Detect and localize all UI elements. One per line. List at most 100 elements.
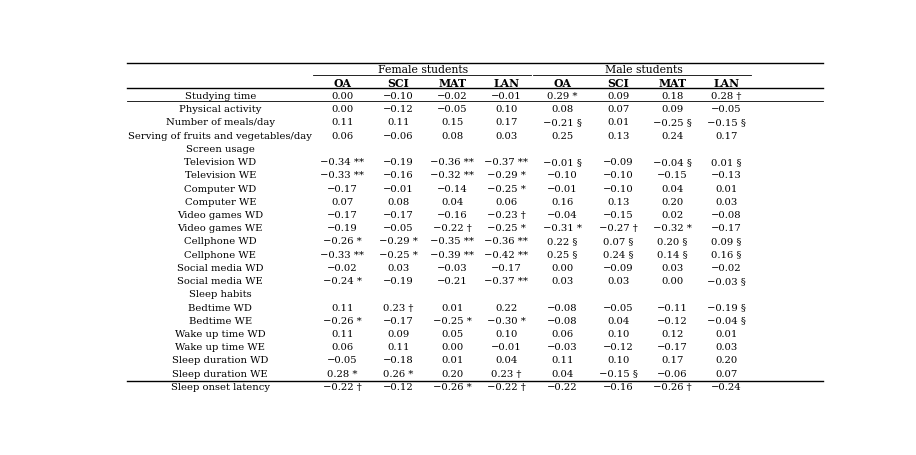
Text: Video games WE: Video games WE <box>178 224 263 233</box>
Text: 0.16: 0.16 <box>551 197 573 206</box>
Text: Cellphone WE: Cellphone WE <box>184 250 256 259</box>
Text: 0.03: 0.03 <box>715 343 737 351</box>
Text: 0.24 §: 0.24 § <box>604 250 634 259</box>
Text: −0.06: −0.06 <box>658 369 688 378</box>
Text: 0.10: 0.10 <box>496 329 518 338</box>
Text: 0.04: 0.04 <box>442 197 463 206</box>
Text: −0.12: −0.12 <box>603 343 634 351</box>
Text: Studying time: Studying time <box>185 92 256 101</box>
Text: −0.37 **: −0.37 ** <box>485 158 529 167</box>
Text: 0.01: 0.01 <box>715 184 737 193</box>
Text: −0.34 **: −0.34 ** <box>321 158 365 167</box>
Text: 0.25 §: 0.25 § <box>547 250 578 259</box>
Text: Bedtime WD: Bedtime WD <box>189 303 252 312</box>
Text: −0.36 **: −0.36 ** <box>431 158 474 167</box>
Text: −0.05: −0.05 <box>711 105 742 114</box>
Text: MAT: MAT <box>439 78 466 89</box>
Text: 0.22 §: 0.22 § <box>547 237 578 246</box>
Text: 0.00: 0.00 <box>442 343 463 351</box>
Text: 0.06: 0.06 <box>332 131 354 141</box>
Text: −0.17: −0.17 <box>327 211 358 219</box>
Text: Serving of fruits and vegetables/day: Serving of fruits and vegetables/day <box>128 131 312 141</box>
Text: Female students: Female students <box>378 65 468 75</box>
Text: SCI: SCI <box>387 78 409 89</box>
Text: 0.10: 0.10 <box>607 329 629 338</box>
Text: 0.17: 0.17 <box>715 131 737 141</box>
Text: −0.32 *: −0.32 * <box>653 224 692 233</box>
Text: 0.23 †: 0.23 † <box>383 303 414 312</box>
Text: 0.13: 0.13 <box>607 131 629 141</box>
Text: −0.24: −0.24 <box>711 382 742 391</box>
Text: 0.20: 0.20 <box>661 197 683 206</box>
Text: −0.16: −0.16 <box>437 211 468 219</box>
Text: 0.16 §: 0.16 § <box>711 250 742 259</box>
Text: −0.35 **: −0.35 ** <box>431 237 474 246</box>
Text: LAN: LAN <box>494 78 519 89</box>
Text: 0.10: 0.10 <box>496 105 518 114</box>
Text: 0.28 *: 0.28 * <box>327 369 357 378</box>
Text: −0.17: −0.17 <box>383 211 414 219</box>
Text: 0.00: 0.00 <box>551 263 573 272</box>
Text: Physical activity: Physical activity <box>180 105 261 114</box>
Text: 0.03: 0.03 <box>496 131 518 141</box>
Text: −0.25 *: −0.25 * <box>487 224 526 233</box>
Text: −0.03: −0.03 <box>437 263 468 272</box>
Text: Computer WD: Computer WD <box>184 184 256 193</box>
Text: −0.19 §: −0.19 § <box>707 303 746 312</box>
Text: −0.04 §: −0.04 § <box>707 316 746 325</box>
Text: 0.00: 0.00 <box>332 105 354 114</box>
Text: −0.17: −0.17 <box>657 343 688 351</box>
Text: −0.05: −0.05 <box>327 356 357 364</box>
Text: Wake up time WE: Wake up time WE <box>175 343 266 351</box>
Text: Sleep duration WE: Sleep duration WE <box>172 369 268 378</box>
Text: −0.23 †: −0.23 † <box>487 211 526 219</box>
Text: 0.01: 0.01 <box>607 118 629 127</box>
Text: −0.17: −0.17 <box>327 184 358 193</box>
Text: SCI: SCI <box>607 78 629 89</box>
Text: −0.15 §: −0.15 § <box>599 369 638 378</box>
Text: 0.00: 0.00 <box>661 277 683 285</box>
Text: Sleep onset latency: Sleep onset latency <box>170 382 270 391</box>
Text: 0.11: 0.11 <box>331 329 354 338</box>
Text: 0.03: 0.03 <box>551 277 573 285</box>
Text: 0.11: 0.11 <box>387 343 409 351</box>
Text: −0.03: −0.03 <box>547 343 578 351</box>
Text: Bedtime WE: Bedtime WE <box>189 316 252 325</box>
Text: −0.02: −0.02 <box>437 92 468 101</box>
Text: −0.26 *: −0.26 * <box>323 316 362 325</box>
Text: −0.17: −0.17 <box>491 263 522 272</box>
Text: Social media WE: Social media WE <box>178 277 263 285</box>
Text: 0.05: 0.05 <box>442 329 463 338</box>
Text: 0.06: 0.06 <box>551 329 573 338</box>
Text: −0.14: −0.14 <box>437 184 468 193</box>
Text: −0.37 **: −0.37 ** <box>485 277 529 285</box>
Text: 0.08: 0.08 <box>387 197 409 206</box>
Text: −0.10: −0.10 <box>547 171 578 180</box>
Text: −0.25 §: −0.25 § <box>653 118 692 127</box>
Text: 0.11: 0.11 <box>331 303 354 312</box>
Text: 0.15: 0.15 <box>442 118 463 127</box>
Text: 0.07: 0.07 <box>332 197 354 206</box>
Text: −0.22 †: −0.22 † <box>433 224 472 233</box>
Text: Male students: Male students <box>605 65 682 75</box>
Text: 0.09: 0.09 <box>387 329 409 338</box>
Text: 0.03: 0.03 <box>607 277 629 285</box>
Text: −0.08: −0.08 <box>547 316 578 325</box>
Text: −0.16: −0.16 <box>604 382 634 391</box>
Text: 0.06: 0.06 <box>496 197 518 206</box>
Text: 0.23 †: 0.23 † <box>491 369 521 378</box>
Text: 0.29 *: 0.29 * <box>547 92 578 101</box>
Text: −0.01: −0.01 <box>383 184 414 193</box>
Text: −0.08: −0.08 <box>547 303 578 312</box>
Text: 0.08: 0.08 <box>442 131 463 141</box>
Text: 0.11: 0.11 <box>331 118 354 127</box>
Text: 0.04: 0.04 <box>607 316 629 325</box>
Text: −0.26 *: −0.26 * <box>433 382 472 391</box>
Text: 0.11: 0.11 <box>551 356 573 364</box>
Text: 0.06: 0.06 <box>332 343 354 351</box>
Text: 0.02: 0.02 <box>661 211 683 219</box>
Text: −0.26 *: −0.26 * <box>323 237 362 246</box>
Text: −0.09: −0.09 <box>604 263 634 272</box>
Text: 0.07: 0.07 <box>607 105 629 114</box>
Text: 0.01: 0.01 <box>715 329 737 338</box>
